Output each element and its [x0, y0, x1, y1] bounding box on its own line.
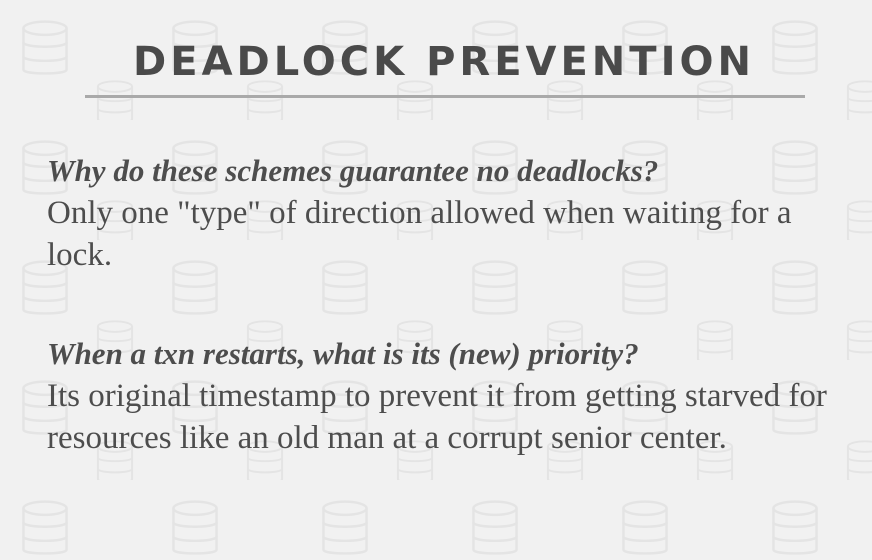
question-1: Why do these schemes guarantee no deadlo… — [47, 153, 659, 188]
qa-block-1: Why do these schemes guarantee no deadlo… — [47, 150, 847, 276]
title-divider — [85, 95, 805, 98]
question-2: When a txn restarts, what is its (new) p… — [47, 336, 639, 371]
qa-block-2: When a txn restarts, what is its (new) p… — [47, 333, 847, 459]
slide-title: DEADLOCK PREVENTION — [133, 39, 755, 85]
answer-1: Only one "type" of direction allowed whe… — [47, 195, 792, 273]
answer-2: Its original timestamp to prevent it fro… — [47, 378, 827, 456]
